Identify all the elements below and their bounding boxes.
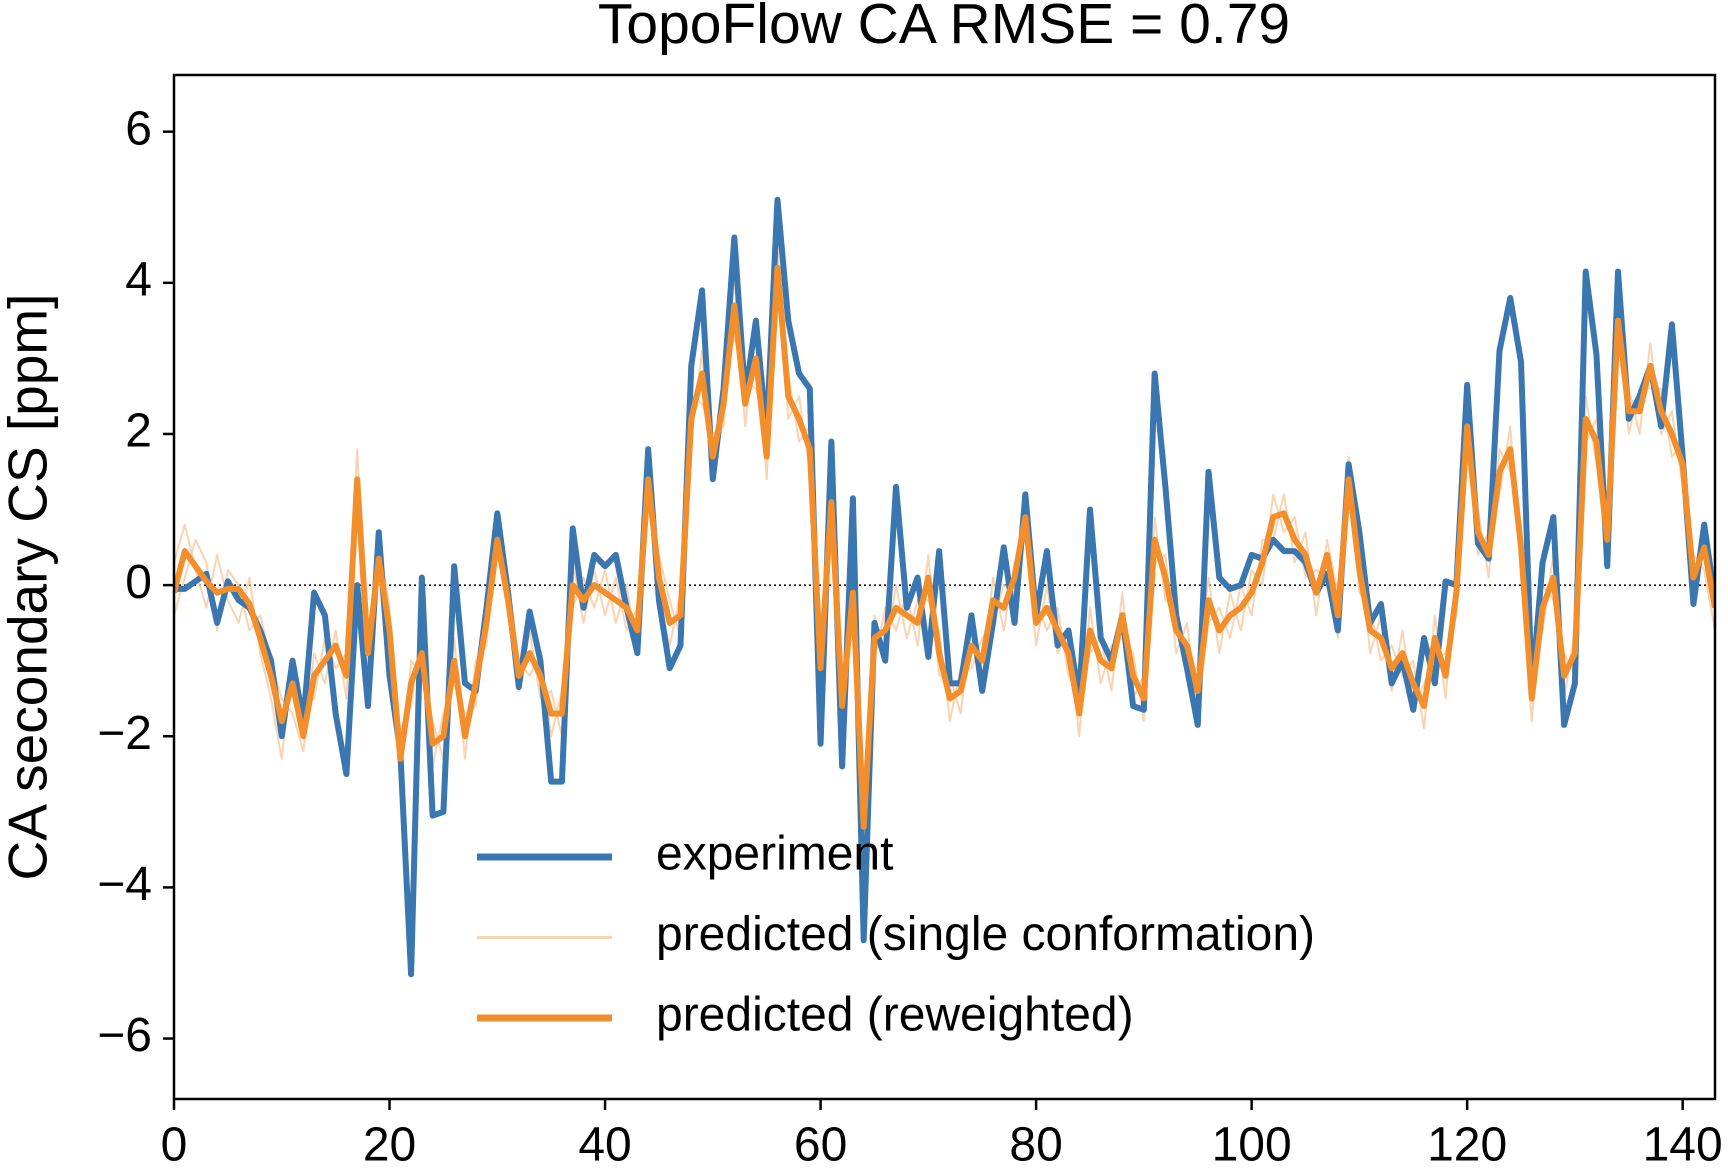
main-lines xyxy=(174,196,1715,978)
legend-label: predicted (reweighted) xyxy=(656,989,1134,1042)
y-tick-label: 6 xyxy=(125,102,152,155)
y-tick-label: 2 xyxy=(125,405,152,458)
series-line xyxy=(174,264,1715,830)
x-tick-label: 20 xyxy=(363,1119,416,1172)
y-tick-label: −2 xyxy=(97,707,152,760)
legend-label: experiment xyxy=(656,828,893,881)
x-tick-label: 0 xyxy=(161,1119,188,1172)
y-tick-label: 0 xyxy=(125,556,152,609)
x-tick-label: 140 xyxy=(1643,1119,1723,1172)
x-tick-label: 60 xyxy=(794,1119,847,1172)
y-tick-label: −6 xyxy=(97,1009,152,1062)
legend-label: predicted (single conformation) xyxy=(656,908,1315,961)
plot-frame xyxy=(172,73,1717,1101)
y-tick-label: −4 xyxy=(97,858,152,911)
x-tick-label: 120 xyxy=(1427,1119,1507,1172)
x-tick-label: 100 xyxy=(1212,1119,1292,1172)
series-line xyxy=(174,196,1715,978)
y-axis-label: CA secondary CS [ppm] xyxy=(0,294,59,881)
x-tick-label: 40 xyxy=(578,1119,631,1172)
chart-title: TopoFlow CA RMSE = 0.79 xyxy=(598,0,1290,56)
x-tick-label: 80 xyxy=(1009,1119,1062,1172)
y-tick-label: 4 xyxy=(125,253,152,306)
